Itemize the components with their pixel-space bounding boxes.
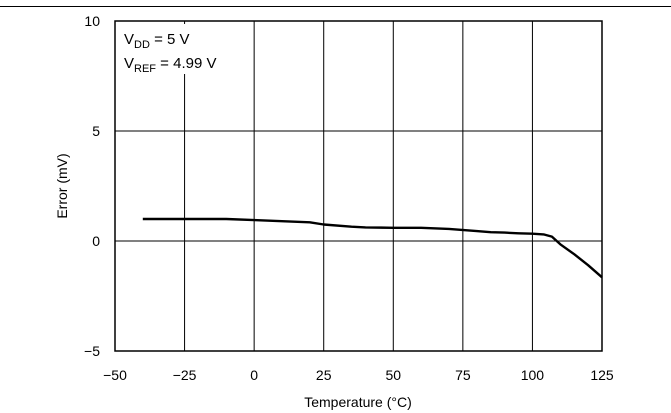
y-axis-label: Error (mV) <box>54 153 70 218</box>
x-tick-label: −25 <box>173 367 197 383</box>
y-tick-label: 5 <box>92 123 100 139</box>
x-tick-label: 0 <box>250 367 258 383</box>
y-tick-labels: −5 0 5 10 <box>84 13 100 359</box>
x-tick-label: 125 <box>590 367 614 383</box>
vref-annotation: VREF = 4.99 V <box>124 55 216 75</box>
y-tick-label: 0 <box>92 233 100 249</box>
series-line <box>142 217 603 279</box>
plot-frame <box>114 20 603 352</box>
vref-symbol: V <box>124 55 134 72</box>
annotation-background <box>117 24 253 74</box>
y-tick-label: 10 <box>84 13 100 29</box>
x-axis-label: Temperature (°C) <box>304 394 412 410</box>
x-tick-label: −50 <box>103 367 127 383</box>
x-tick-label: 25 <box>316 367 332 383</box>
x-tick-label: 50 <box>385 367 401 383</box>
y-tick-label: −5 <box>84 343 100 359</box>
top-rule <box>0 6 671 7</box>
x-tick-labels: −50 −25 0 25 50 75 100 125 <box>103 367 614 383</box>
vdd-symbol: V <box>124 31 134 48</box>
grid <box>115 21 602 351</box>
vref-value: = 4.99 V <box>156 55 216 72</box>
vdd-subscript: DD <box>134 39 150 51</box>
vdd-value: = 5 V <box>150 31 190 48</box>
vdd-annotation: VDD = 5 V <box>124 31 190 51</box>
x-tick-label: 100 <box>521 367 545 383</box>
vref-subscript: REF <box>134 63 156 75</box>
x-tick-label: 75 <box>455 367 471 383</box>
